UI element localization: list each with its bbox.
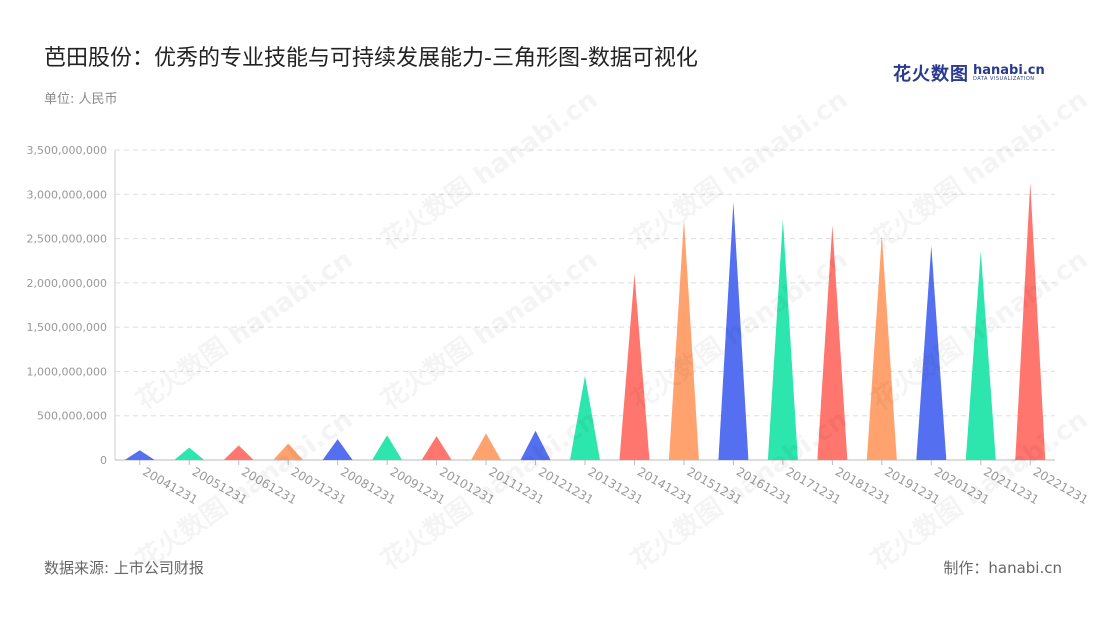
x-tick-label: 20191231 (882, 464, 942, 507)
y-tick-label: 3,000,000,000 (27, 188, 107, 201)
y-tick-label: 2,000,000,000 (27, 277, 107, 290)
x-tick-label: 20171231 (783, 464, 843, 507)
x-tick-label: 20221231 (1031, 464, 1091, 507)
x-tick-label: 20051231 (190, 464, 250, 507)
y-tick-label: 1,500,000,000 (27, 321, 107, 334)
unit-label: 单位: 人民币 (44, 92, 118, 107)
x-tick-label: 20131231 (586, 464, 646, 507)
triangle-bar (322, 439, 353, 460)
data-source: 数据来源: 上市公司财报 (44, 559, 204, 577)
triangle-bar (767, 219, 798, 460)
y-tick-label: 500,000,000 (37, 410, 107, 423)
x-tick-label: 20091231 (388, 464, 448, 507)
x-tick-label: 20211231 (981, 464, 1041, 507)
triangle-bar (273, 443, 304, 460)
x-tick-label: 20101231 (437, 464, 497, 507)
maker-credit: 制作：hanabi.cn (943, 559, 1062, 577)
x-tick-label: 20061231 (239, 464, 299, 507)
triangle-bar (965, 250, 996, 460)
x-tick-label: 20121231 (536, 464, 596, 507)
x-tick-label: 20111231 (487, 464, 547, 507)
triangle-bar (866, 235, 897, 460)
triangle-bar (1015, 182, 1046, 460)
triangle-bar (916, 245, 947, 460)
triangle-bar (817, 225, 848, 460)
logo-cn-text: 花火数图 (893, 64, 969, 85)
triangle-bar (124, 450, 155, 460)
y-tick-label: 3,500,000,000 (27, 144, 107, 157)
logo-sub-text: DATA VISUALIZATION (973, 76, 1035, 82)
logo-en-block: hanabi.cn DATA VISUALIZATION (973, 64, 1045, 82)
triangle-bar (668, 219, 699, 460)
x-tick-label: 20071231 (289, 464, 349, 507)
triangle-bar (471, 433, 502, 460)
x-tick-label: 20041231 (140, 464, 200, 507)
logo-en-text: hanabi.cn (973, 63, 1045, 78)
triangle-bar (520, 430, 551, 460)
triangle-bar (421, 436, 452, 460)
x-tick-label: 20181231 (833, 464, 893, 507)
triangle-bar (223, 445, 254, 460)
triangle-bar (570, 375, 600, 460)
triangle-bar (372, 435, 403, 460)
brand-logo: 花火数图 hanabi.cn DATA VISUALIZATION (893, 60, 1045, 86)
x-tick-label: 20161231 (734, 464, 794, 507)
y-tick-label: 0 (100, 454, 107, 467)
triangle-bar (619, 274, 650, 460)
x-tick-label: 20081231 (338, 464, 398, 507)
y-tick-label: 1,000,000,000 (27, 365, 107, 378)
chart-title: 芭田股份：优秀的专业技能与可持续发展能力-三角形图-数据可视化 (44, 46, 698, 71)
x-tick-label: 20151231 (684, 464, 744, 507)
x-tick-label: 20201231 (932, 464, 992, 507)
x-tick-label: 20141231 (635, 464, 695, 507)
y-tick-label: 2,500,000,000 (27, 233, 107, 246)
triangle-bar (718, 202, 749, 460)
triangle-bar (174, 447, 205, 460)
